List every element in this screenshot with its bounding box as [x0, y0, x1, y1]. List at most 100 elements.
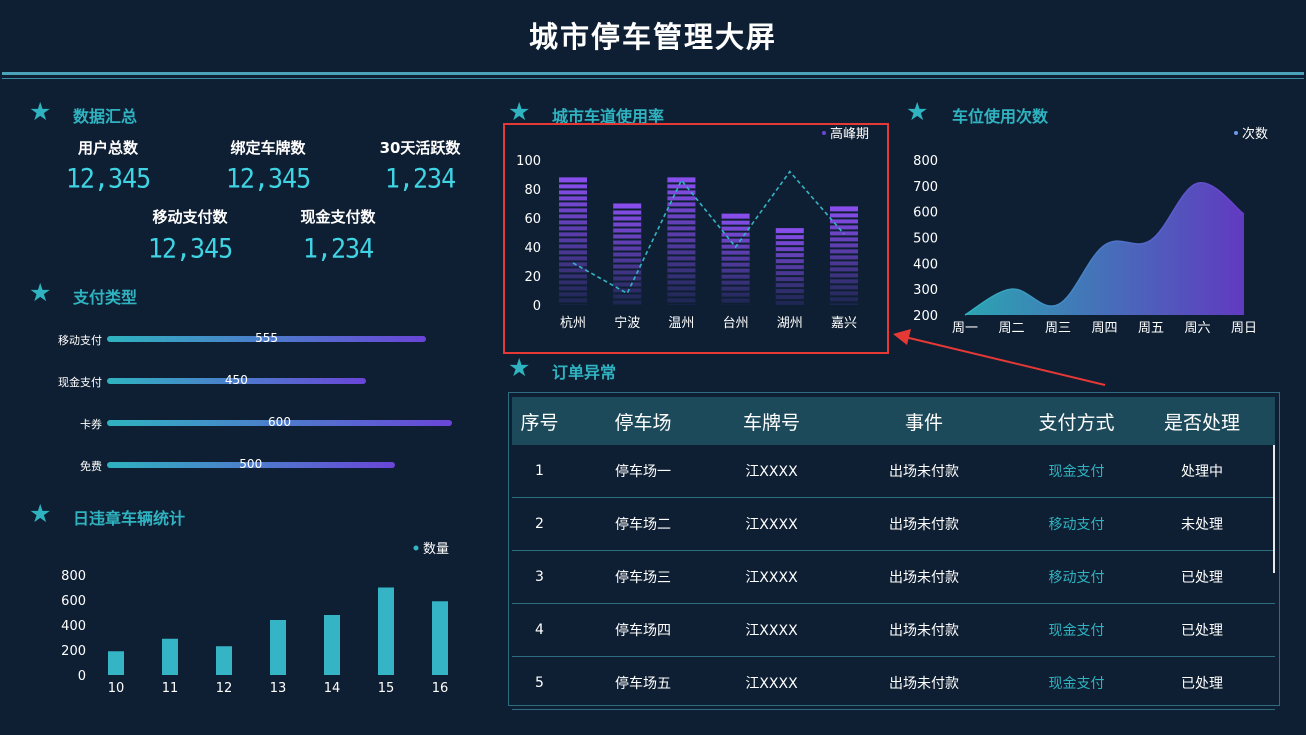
- y-tick-label: 800: [61, 569, 86, 584]
- x-tick-label: 16: [432, 681, 449, 696]
- payment-type-value: 555: [255, 331, 279, 345]
- section-title-lane-usage: 城市车道使用率: [552, 107, 665, 126]
- bar-segment-gap: [559, 200, 587, 203]
- bar-segment-gap: [830, 223, 858, 226]
- section-title-payment-types: 支付类型: [73, 288, 138, 307]
- stat-label: 绑定车牌数: [230, 139, 306, 157]
- bar-segment-gap: [830, 247, 858, 250]
- star-icon: ★: [508, 97, 531, 126]
- table-row[interactable]: 3 停车场三 江XXXX 出场未付款 移动支付 已处理: [512, 550, 1275, 604]
- table-row[interactable]: 5 停车场五 江XXXX 出场未付款 现金支付 已处理: [512, 656, 1275, 710]
- bar-segment-gap: [667, 236, 696, 239]
- stat-active-30d: 30天活跃数 1,234: [358, 137, 482, 194]
- bar-segment-gap: [721, 302, 750, 305]
- bar-segment-gap: [775, 281, 804, 284]
- highlight-box: [503, 123, 889, 354]
- stat-label: 用户总数: [77, 139, 138, 157]
- table-cell: 江XXXX: [719, 497, 824, 551]
- bar-segment-gap: [559, 290, 587, 293]
- star-icon: ★: [508, 353, 531, 382]
- bar-segment-gap: [613, 262, 642, 265]
- payment-type-bar: [107, 336, 427, 342]
- bar-segment-gap: [613, 208, 642, 211]
- bar-segment-gap: [830, 271, 858, 274]
- table-cell: 出场未付款: [824, 550, 1024, 604]
- bar-segment-gap: [559, 278, 587, 281]
- x-tick-label: 10: [108, 681, 125, 696]
- bar-segment-gap: [613, 250, 642, 253]
- section-title-space-usage: 车位使用次数: [952, 107, 1049, 126]
- table-cell: 江XXXX: [719, 550, 824, 604]
- orders-table: 序号 停车场 车牌号 事件 支付方式 是否处理 1 停车场一 江XXXX 出场未…: [512, 397, 1275, 710]
- y-tick-label: 300: [913, 283, 938, 298]
- bar-segment-gap: [667, 194, 696, 197]
- bar-segment-gap: [775, 245, 804, 248]
- legend-dot-icon: [822, 131, 826, 135]
- table-row[interactable]: 1 停车场一 江XXXX 出场未付款 现金支付 处理中: [512, 445, 1275, 498]
- bar-segment-gap: [667, 266, 696, 269]
- bar-segment-gap: [613, 256, 642, 259]
- bar-segment-gap: [721, 224, 750, 227]
- x-tick-label: 湖州: [777, 316, 803, 331]
- table-header-cell: 是否处理: [1129, 397, 1275, 445]
- bar-segment-gap: [559, 212, 587, 215]
- payment-type-value: 450: [224, 373, 248, 387]
- y-tick-label: 0: [533, 299, 541, 314]
- payment-type-value: 600: [268, 415, 291, 429]
- bar-segment-gap: [559, 236, 587, 239]
- table-scrollbar[interactable]: [1273, 445, 1275, 573]
- table-row[interactable]: 4 停车场四 江XXXX 出场未付款 现金支付 已处理: [512, 603, 1275, 657]
- bar-segment-gap: [667, 278, 696, 281]
- x-tick-label: 宁波: [614, 315, 640, 331]
- table-cell: 现金支付: [1024, 656, 1129, 710]
- bar-segment-gap: [559, 260, 587, 263]
- x-tick-label: 11: [162, 681, 179, 696]
- bar-segment-gap: [667, 200, 696, 203]
- bar-segment-gap: [613, 292, 642, 295]
- y-tick-label: 60: [524, 212, 541, 227]
- bar-segment-gap: [721, 254, 750, 257]
- table-row[interactable]: 2 停车场二 江XXXX 出场未付款 移动支付 未处理: [512, 497, 1275, 551]
- y-tick-label: 600: [61, 594, 86, 609]
- violation-bar: [324, 615, 340, 675]
- bar-segment-gap: [721, 236, 750, 239]
- x-tick-label: 温州: [668, 316, 694, 331]
- bar-segment-gap: [559, 272, 587, 275]
- table-cell: 移动支付: [1024, 550, 1129, 604]
- bar-segment-gap: [667, 242, 696, 245]
- bar-segment-gap: [775, 233, 804, 236]
- payment-type-bar: [107, 378, 366, 384]
- bar-segment-gap: [830, 259, 858, 262]
- y-tick-label: 0: [78, 669, 86, 684]
- bar-segment-gap: [667, 284, 696, 287]
- table-cell: 停车场一: [567, 445, 719, 498]
- bar-segment-gap: [721, 266, 750, 269]
- payment-type-label: 移动支付: [58, 334, 102, 347]
- table-cell: 移动支付: [1024, 497, 1129, 551]
- legend-label: 数量: [423, 542, 449, 557]
- page-title: 城市停车管理大屏: [528, 20, 777, 54]
- bar-segment-gap: [559, 224, 587, 227]
- payment-type-value: 500: [239, 457, 263, 471]
- bar-segment-gap: [721, 278, 750, 281]
- bar-segment-gap: [559, 242, 587, 245]
- violation-bar: [270, 620, 286, 675]
- bar-segment-gap: [721, 272, 750, 275]
- x-tick-label: 杭州: [560, 316, 586, 331]
- bar-segment-gap: [830, 235, 858, 238]
- header-divider: [2, 72, 1304, 75]
- table-header-cell: 车牌号: [719, 397, 824, 445]
- bar-segment-gap: [559, 302, 587, 305]
- violation-bar: [432, 601, 448, 675]
- bar-segment-gap: [667, 260, 696, 263]
- bar-segment-gap: [613, 214, 642, 217]
- table-cell: 出场未付款: [824, 497, 1024, 551]
- bar-segment-gap: [667, 206, 696, 209]
- section-title-summary: 数据汇总: [73, 107, 138, 126]
- table-cell: 已处理: [1129, 603, 1275, 657]
- table-cell: 江XXXX: [719, 656, 824, 710]
- violation-bar: [216, 646, 232, 675]
- legend-label: 次数: [1242, 126, 1268, 142]
- table-header-cell: 序号: [512, 397, 567, 445]
- bar-segment-gap: [775, 299, 804, 302]
